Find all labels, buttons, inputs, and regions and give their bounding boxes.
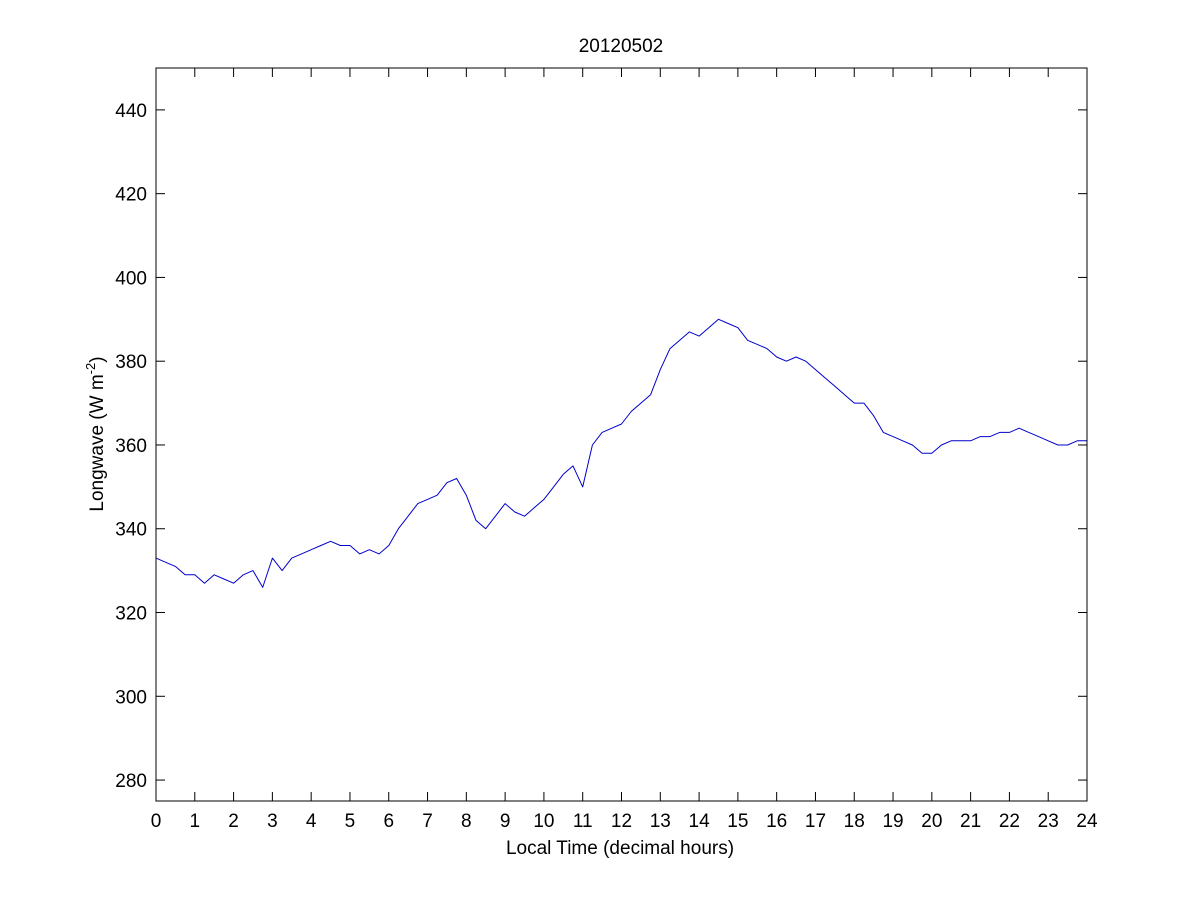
x-tick-label: 23 (1038, 811, 1059, 832)
y-tick-label: 280 (115, 771, 147, 792)
x-tick-label: 5 (345, 811, 356, 832)
x-tick-label: 6 (383, 811, 394, 832)
x-tick-label: 1 (190, 811, 201, 832)
x-tick-label: 8 (461, 811, 472, 832)
x-tick-label: 17 (805, 811, 826, 832)
y-tick-label: 300 (115, 687, 147, 708)
x-tick-label: 11 (573, 811, 593, 832)
y-axis-label: Longwave (W m-2) (83, 356, 108, 511)
x-tick-label: 3 (267, 811, 278, 832)
x-tick-label: 2 (228, 811, 239, 832)
x-tick-label: 4 (306, 811, 317, 832)
ticks-layer: 0 1 2 3 4 5 6 7 8 9 10 11 12 13 14 15 16 17 18 19 20 21 22 23 24… (115, 68, 1098, 832)
x-tick-label: 16 (766, 811, 787, 832)
y-tick-label: 360 (115, 436, 147, 457)
x-tick-label: 13 (650, 811, 671, 832)
series-line (155, 318, 1087, 588)
x-tick-label: 7 (422, 811, 433, 832)
x-tick-label: 9 (500, 811, 511, 832)
x-tick-label: 21 (960, 811, 981, 832)
x-tick-label: 15 (727, 811, 748, 832)
x-tick-label: 24 (1076, 811, 1098, 832)
x-tick-label: 20 (921, 811, 942, 832)
y-tick-label: 440 (115, 101, 147, 122)
y-tick-label: 420 (115, 185, 147, 206)
chart-title: 20120502 (579, 36, 664, 57)
x-tick-label: 0 (151, 811, 162, 832)
y-axis-label-text: Longwave (W m (87, 374, 108, 511)
y-axis-label-exponent: -2 (83, 363, 98, 375)
x-tick-label: 19 (882, 811, 903, 832)
x-tick-label: 14 (689, 811, 711, 832)
y-tick-label: 400 (115, 268, 147, 289)
x-tick-label: 10 (533, 811, 554, 832)
x-tick-label: 12 (611, 811, 632, 832)
y-tick-label: 340 (115, 520, 147, 541)
x-tick-label: 22 (999, 811, 1020, 832)
y-axis-label-end: ) (87, 356, 108, 362)
series-layer (155, 318, 1087, 588)
y-tick-label: 320 (115, 604, 147, 625)
x-axis-label: Local Time (decimal hours) (506, 838, 734, 859)
x-tick-label: 18 (844, 811, 865, 832)
y-tick-label: 380 (115, 352, 147, 373)
